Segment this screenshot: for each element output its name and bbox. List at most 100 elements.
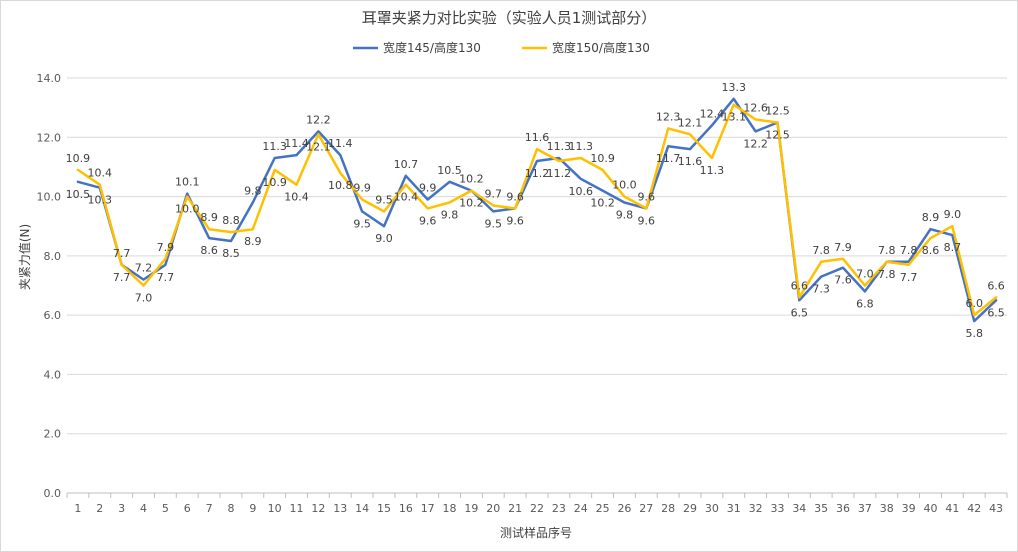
- data-label-series-1: 10.5: [66, 188, 91, 201]
- data-label-series-2: 8.9: [244, 235, 262, 248]
- x-tick-label: 43: [989, 502, 1003, 515]
- data-label-series-1: 9.8: [244, 185, 262, 198]
- data-label-series-2: 10.4: [394, 191, 419, 204]
- y-tick-label: 10.0: [37, 191, 62, 204]
- data-label-series-1: 7.7: [157, 271, 175, 284]
- data-label-series-1: 11.6: [678, 155, 703, 168]
- x-tick-label: 30: [705, 502, 719, 515]
- x-tick-label: 20: [486, 502, 500, 515]
- data-label-series-2: 12.1: [678, 116, 703, 129]
- data-labels: 10.510.37.77.27.710.18.6 8.59.811.311.412…: [66, 81, 1005, 340]
- data-label-series-1: 9.9: [419, 182, 437, 195]
- data-label-series-2: 7.8: [878, 244, 896, 257]
- data-label-series-1: 11.3: [547, 140, 572, 153]
- data-label-series-1: 8.9: [922, 211, 940, 224]
- x-tick-label: 42: [967, 502, 981, 515]
- data-label-series-1: 8.7: [944, 241, 962, 254]
- data-label-series-2: 6.6: [987, 279, 1005, 292]
- x-axis-ticks: 1 2 3 4 5 6 7 8 9 10 11 12 13 14 15 16 17 18 19 20 21 22 23 24 2…: [66, 493, 1008, 515]
- data-label-series-2: 7.9: [834, 241, 852, 254]
- legend-label-series-1: 宽度145/高度130: [383, 40, 481, 55]
- x-tick-label: 14: [355, 502, 369, 515]
- data-label-series-2: 7.0: [135, 292, 153, 305]
- x-tick-label: 33: [770, 502, 784, 515]
- data-label-series-1: 13.3: [721, 81, 746, 94]
- x-tick-label: 6: [184, 502, 191, 515]
- data-label-series-1: 10.2: [459, 197, 484, 210]
- data-label-series-2: 7.8: [812, 244, 830, 257]
- x-tick-label: 16: [399, 502, 413, 515]
- data-label-series-2: 9.5: [375, 193, 393, 206]
- data-label-series-1: 10.3: [88, 194, 113, 207]
- data-label-series-1: 12.2: [306, 113, 331, 126]
- x-tick-label: 18: [443, 502, 457, 515]
- y-tick-label: 8.0: [44, 250, 62, 263]
- data-label-series-2: 11.3: [700, 164, 725, 177]
- data-label-series-2: 11.3: [568, 140, 593, 153]
- data-label-series-2: 8.8: [222, 214, 240, 227]
- data-label-series-2: 11.6: [525, 131, 550, 144]
- y-tick-label: 0.0: [44, 487, 62, 500]
- data-label-series-1: 9.6: [638, 214, 656, 227]
- gridlines: [67, 77, 1007, 494]
- x-tick-label: 24: [574, 502, 588, 515]
- x-tick-label: 11: [290, 502, 304, 515]
- data-label-series-2: 10.2: [459, 173, 484, 186]
- x-tick-label: 23: [552, 502, 566, 515]
- data-label-series-2: 10.9: [66, 152, 91, 165]
- data-label-series-1: 10.6: [568, 185, 593, 198]
- data-label-series-1: 6.8: [856, 297, 874, 310]
- data-label-series-1: 7.3: [812, 283, 830, 296]
- data-label-series-2: 10.8: [328, 179, 353, 192]
- data-label-series-1: 11.2: [525, 167, 550, 180]
- data-label-series-1: 6.5: [987, 306, 1005, 319]
- data-label-series-1: 5.8: [965, 327, 983, 340]
- series-line-2: [76, 103, 998, 317]
- data-label-series-2: 9.0: [944, 208, 962, 221]
- legend-label-series-2: 宽度150/高度130: [552, 40, 650, 55]
- x-tick-label: 29: [683, 502, 697, 515]
- x-tick-label: 31: [727, 502, 741, 515]
- x-tick-label: 17: [421, 502, 435, 515]
- data-label-series-2: 12.5: [765, 104, 790, 117]
- x-tick-label: 41: [945, 502, 959, 515]
- x-tick-label: 35: [814, 502, 828, 515]
- data-label-series-1: 10.1: [175, 176, 200, 189]
- y-axis-ticks: 0.0 2.0 4.0 6.0 8.0 10.0 12.0 14.0: [37, 72, 62, 500]
- data-label-series-2: 12.6: [743, 102, 768, 115]
- x-tick-label: 37: [858, 502, 872, 515]
- x-tick-label: 38: [880, 502, 894, 515]
- x-tick-label: 19: [464, 502, 478, 515]
- x-tick-label: 4: [140, 502, 147, 515]
- x-tick-label: 32: [749, 502, 763, 515]
- x-tick-label: 21: [508, 502, 522, 515]
- data-label-series-1: 9.8: [616, 209, 634, 222]
- data-label-series-1: 8.6: [200, 244, 218, 257]
- data-label-series-2: 10.0: [612, 179, 637, 192]
- data-label-series-2: 9.8: [441, 209, 459, 222]
- x-tick-label: 22: [530, 502, 544, 515]
- y-tick-label: 6.0: [44, 309, 62, 322]
- data-label-series-1: 7.2: [135, 262, 153, 275]
- chart-title: 耳罩夹紧力对比实验（实验人员1测试部分）: [362, 9, 657, 27]
- data-label-series-2: 10.0: [175, 203, 200, 216]
- x-tick-label: 26: [617, 502, 631, 515]
- data-label-series-2: 8.6: [922, 244, 940, 257]
- data-label-series-2: 10.9: [590, 152, 615, 165]
- data-label-series-2: 10.4: [284, 191, 309, 204]
- data-label-series-1: 7.6: [834, 274, 852, 287]
- data-label-series-1: 6.5: [791, 306, 809, 319]
- x-tick-label: 10: [268, 502, 282, 515]
- x-tick-label: 28: [661, 502, 675, 515]
- series-line-1: [76, 97, 998, 323]
- data-label-series-2: 7.7: [900, 271, 918, 284]
- x-tick-label: 27: [639, 502, 653, 515]
- data-label-series-1: 7.8: [900, 244, 918, 257]
- data-label-series-1: 7.7: [113, 271, 131, 284]
- data-label-series-2: 6.6: [791, 279, 809, 292]
- data-label-series-2: 9.6: [419, 214, 437, 227]
- data-label-series-1: 11.7: [656, 152, 681, 165]
- data-label-series-2: 10.9: [262, 176, 287, 189]
